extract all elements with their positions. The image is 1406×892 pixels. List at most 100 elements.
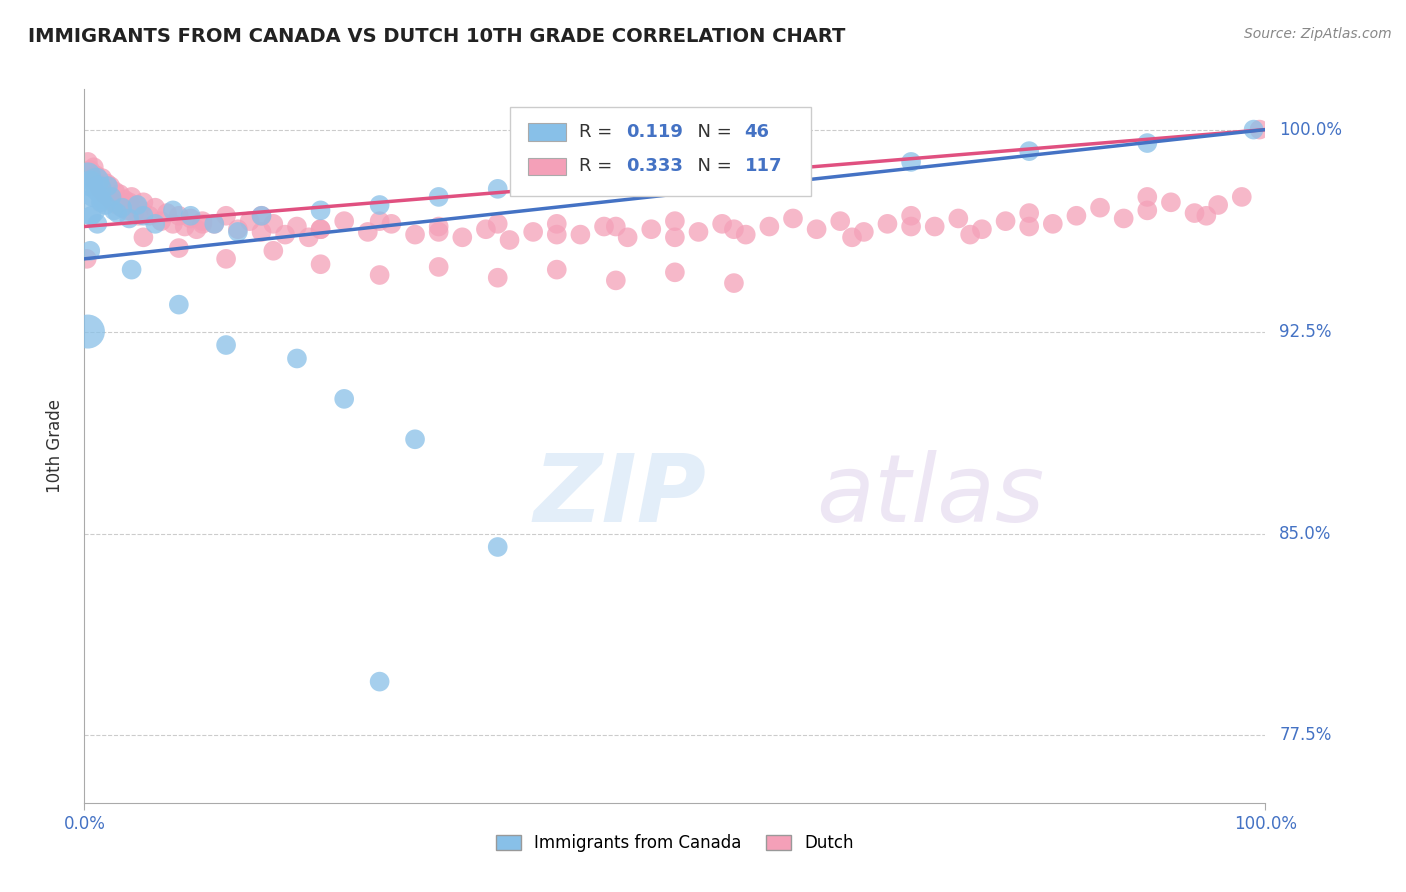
Point xyxy=(309,257,332,271)
Point xyxy=(734,227,756,242)
Point xyxy=(852,225,875,239)
Point xyxy=(1066,209,1088,223)
Point xyxy=(546,262,568,277)
Point xyxy=(118,195,141,210)
Point xyxy=(605,219,627,234)
Text: R =: R = xyxy=(579,157,619,175)
Point xyxy=(1136,136,1159,150)
Point xyxy=(226,222,249,236)
Point xyxy=(114,193,136,207)
Point xyxy=(150,214,173,228)
Point xyxy=(404,432,426,446)
Point xyxy=(782,211,804,226)
Text: IMMIGRANTS FROM CANADA VS DUTCH 10TH GRADE CORRELATION CHART: IMMIGRANTS FROM CANADA VS DUTCH 10TH GRA… xyxy=(28,27,845,45)
Point xyxy=(1136,190,1159,204)
Point xyxy=(84,169,107,183)
Point xyxy=(83,161,105,175)
Point xyxy=(368,268,391,282)
Point xyxy=(202,217,225,231)
Point xyxy=(226,225,249,239)
Text: ZIP: ZIP xyxy=(533,450,706,542)
Point xyxy=(404,227,426,242)
Point xyxy=(298,230,321,244)
Point xyxy=(186,222,208,236)
FancyBboxPatch shape xyxy=(529,123,567,141)
Point xyxy=(285,219,308,234)
Point xyxy=(143,201,166,215)
Point xyxy=(250,209,273,223)
Point xyxy=(806,222,828,236)
Point xyxy=(202,217,225,231)
Point xyxy=(1184,206,1206,220)
Text: 117: 117 xyxy=(745,157,782,175)
Point xyxy=(121,262,143,277)
Point xyxy=(475,222,498,236)
Point xyxy=(132,195,155,210)
Point xyxy=(79,177,101,191)
Point xyxy=(924,219,946,234)
Point xyxy=(83,187,105,202)
Point xyxy=(1042,217,1064,231)
Point xyxy=(616,230,638,244)
Point xyxy=(900,219,922,234)
Point xyxy=(118,211,141,226)
Point xyxy=(900,155,922,169)
Point xyxy=(380,217,402,231)
Point xyxy=(640,222,662,236)
Point xyxy=(98,179,121,194)
Point xyxy=(167,298,190,312)
Point xyxy=(959,227,981,242)
Point xyxy=(79,244,101,258)
Point xyxy=(167,209,190,223)
Text: N =: N = xyxy=(686,157,737,175)
Point xyxy=(486,540,509,554)
Point xyxy=(173,219,195,234)
Text: 0.119: 0.119 xyxy=(627,123,683,141)
Legend: Immigrants from Canada, Dutch: Immigrants from Canada, Dutch xyxy=(489,828,860,859)
Point xyxy=(93,187,115,202)
Point xyxy=(1230,190,1253,204)
Point xyxy=(569,227,592,242)
Point xyxy=(132,230,155,244)
Text: N =: N = xyxy=(686,123,737,141)
Point xyxy=(104,185,127,199)
Point xyxy=(122,206,145,220)
Point xyxy=(77,325,100,339)
Point xyxy=(132,209,155,223)
Point xyxy=(86,177,108,191)
Point xyxy=(87,182,110,196)
Text: 92.5%: 92.5% xyxy=(1279,323,1331,341)
Point xyxy=(368,214,391,228)
Point xyxy=(486,217,509,231)
FancyBboxPatch shape xyxy=(509,107,811,196)
Point xyxy=(664,230,686,244)
Point xyxy=(250,225,273,239)
Point xyxy=(309,222,332,236)
Point xyxy=(96,177,118,191)
Point xyxy=(89,182,111,196)
Point xyxy=(309,203,332,218)
Point xyxy=(215,209,238,223)
Point xyxy=(111,201,134,215)
Point xyxy=(162,217,184,231)
Point xyxy=(77,155,100,169)
Point xyxy=(333,214,356,228)
Point xyxy=(357,225,380,239)
Text: 46: 46 xyxy=(745,123,769,141)
Text: atlas: atlas xyxy=(817,450,1045,541)
Y-axis label: 10th Grade: 10th Grade xyxy=(45,399,63,493)
Point xyxy=(80,209,103,223)
Text: R =: R = xyxy=(579,123,619,141)
Point xyxy=(994,214,1017,228)
Point xyxy=(108,187,131,202)
Point xyxy=(97,190,120,204)
Point xyxy=(167,241,190,255)
Point xyxy=(90,195,112,210)
Point xyxy=(900,209,922,223)
Point xyxy=(841,230,863,244)
Point xyxy=(94,198,117,212)
Point xyxy=(77,169,100,183)
Point xyxy=(101,195,124,210)
Point xyxy=(91,171,114,186)
Point xyxy=(1136,203,1159,218)
